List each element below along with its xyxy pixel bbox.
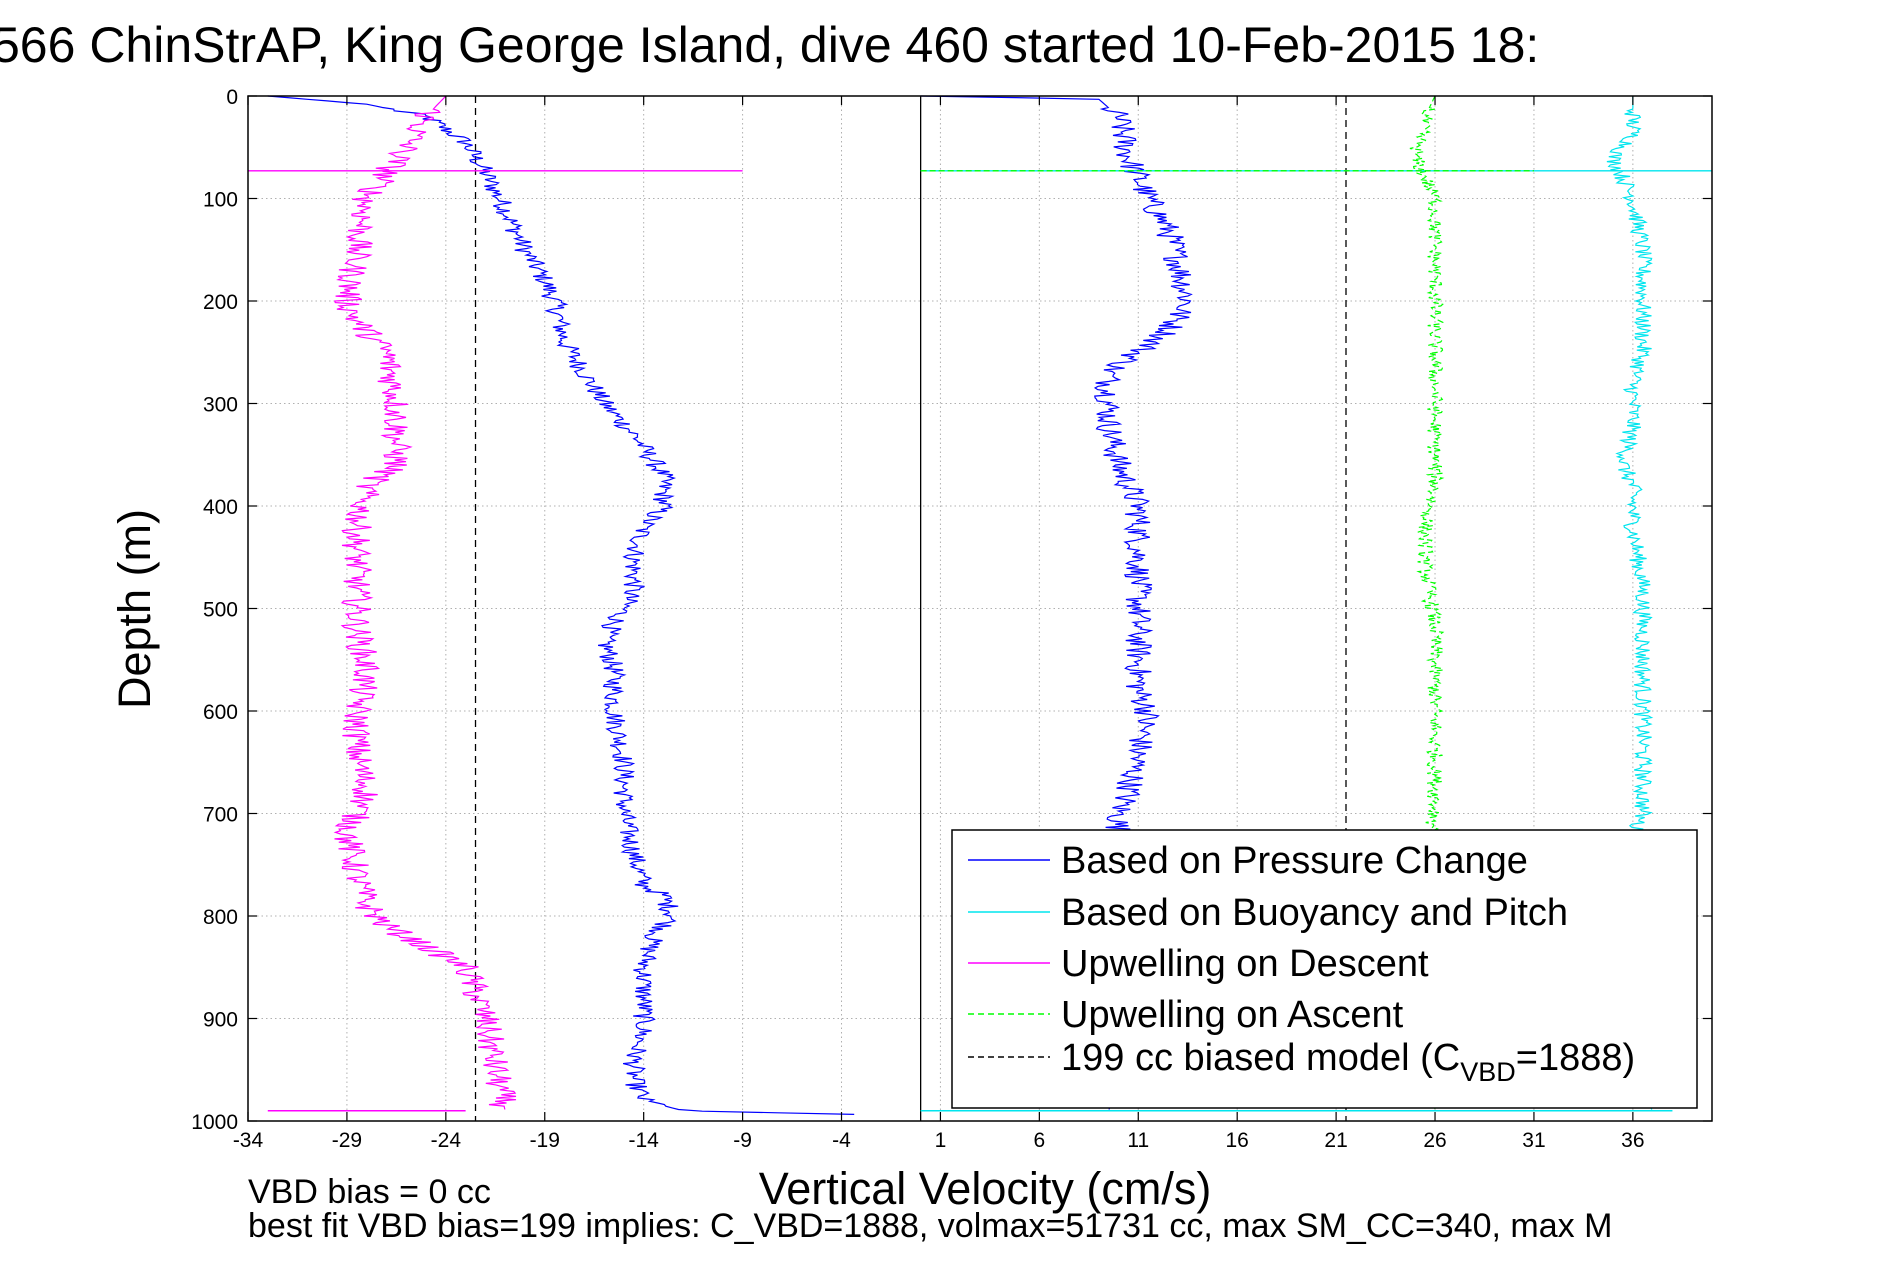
legend-label-based-on-pressure-change: Based on Pressure Change (1061, 840, 1528, 882)
x-tick-label: 21 (1324, 1129, 1347, 1152)
x-tick-label: 26 (1423, 1129, 1446, 1152)
legend-label-upwelling-on-ascent: Upwelling on Ascent (1061, 994, 1404, 1036)
x-tick-label: -14 (628, 1129, 659, 1152)
y-tick-label: 900 (203, 1009, 238, 1032)
x-tick-label: 6 (1034, 1129, 1046, 1152)
y-axis-ticks: 0 100 200 300 400 500 600 700 800 900 1000 (191, 86, 1712, 1134)
x-tick-label: -9 (733, 1129, 752, 1152)
x-tick-label: 36 (1621, 1129, 1644, 1152)
legend: Based on Pressure Change Based on Buoyanc… (951, 829, 1698, 1109)
x-axis-ticks: -34 -29 -24 -19 -14 -9 -4 1 6 11 16 21 26 31 36 (233, 96, 1645, 1152)
x-tick-label: 31 (1522, 1129, 1545, 1152)
y-tick-label: 1000 (191, 1111, 238, 1134)
x-tick-label: -29 (332, 1129, 362, 1152)
x-tick-label: -19 (530, 1129, 560, 1152)
footer-line-2: best fit VBD bias=199 implies: C_VBD=188… (248, 1207, 1612, 1245)
footer-line-1: VBD bias = 0 cc (248, 1173, 491, 1211)
y-tick-label: 100 (203, 189, 238, 212)
legend-label-upwelling-on-descent: Upwelling on Descent (1061, 943, 1429, 985)
legend-label-based-on-buoyancy-and-pitch: Based on Buoyancy and Pitch (1061, 892, 1568, 934)
x-tick-label: -4 (832, 1129, 851, 1152)
y-tick-label: 600 (203, 701, 238, 724)
x-tick-label: 1 (935, 1129, 947, 1152)
legend-label-199-cc-biased-model-c: 199 cc biased model (CVBD=1888) (1061, 1037, 1635, 1087)
chart-title: 566 ChinStrAP, King George Island, dive … (0, 17, 1539, 73)
x-tick-label: 11 (1127, 1129, 1149, 1152)
x-axis-label: Vertical Velocity (cm/s) (759, 1163, 1212, 1214)
series-group (248, 95, 1712, 1115)
x-tick-label: -24 (431, 1129, 462, 1152)
y-tick-label: 200 (203, 291, 238, 314)
y-tick-label: 500 (203, 599, 238, 622)
y-tick-label: 800 (203, 906, 238, 929)
y-axis-label: Depth (m) (109, 509, 160, 709)
y-tick-label: 400 (203, 496, 238, 519)
y-tick-label: 700 (203, 804, 238, 827)
x-tick-label: 16 (1226, 1129, 1249, 1152)
y-tick-label: 300 (203, 394, 238, 417)
series-line-upwelling-on-descent-descent (333, 95, 517, 1110)
x-tick-label: -34 (233, 1129, 264, 1152)
series-line-based-on-pressure-change-descent (267, 95, 855, 1115)
legend-box (951, 829, 1698, 1109)
y-tick-label: 0 (226, 86, 238, 109)
